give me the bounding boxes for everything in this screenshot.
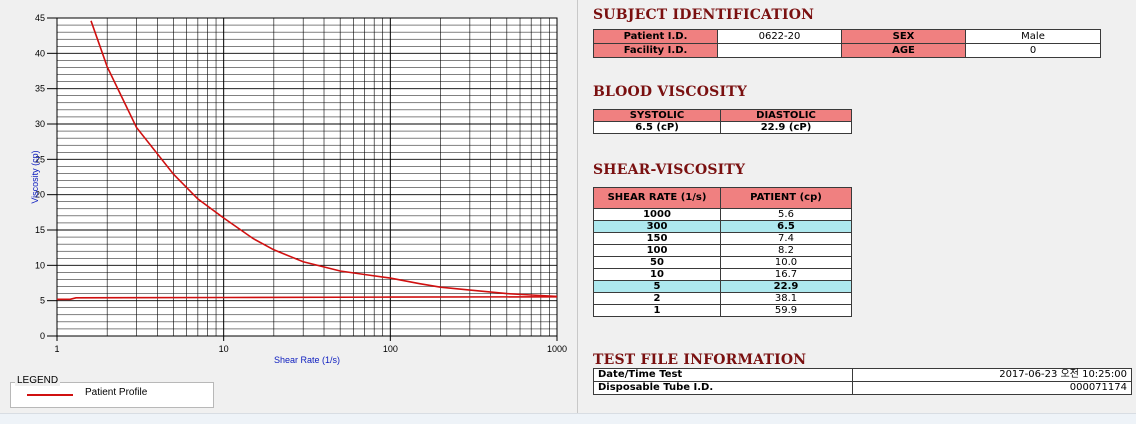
legend-label: Patient Profile (85, 387, 148, 398)
y-tick-label: 45 (35, 13, 45, 23)
diastolic-value: 22.9 (cP) (720, 121, 852, 134)
x-tick-label: 1 (54, 344, 59, 354)
legend-title: LEGEND (15, 375, 61, 386)
test-file-title: TEST FILE INFORMATION (593, 352, 807, 368)
shear-rate-cell: 1 (593, 304, 721, 317)
table-row: 100 8.2 (593, 244, 852, 257)
legend: LEGEND Patient Profile (10, 375, 214, 408)
shear-rate-cell: 2 (593, 292, 721, 305)
shear-rate-cell: 1000 (593, 208, 721, 221)
table-row: 2 38.1 (593, 292, 852, 305)
shear-viscosity-table: SHEAR RATE (1/s) PATIENT (cp) 1000 5.6 30… (593, 187, 852, 317)
y-tick-label: 30 (35, 119, 45, 129)
patient-value-cell: 7.4 (720, 232, 852, 245)
table-row: 1 59.9 (593, 304, 852, 317)
facility-id-label: Facility I.D. (593, 43, 718, 58)
patient-profile-line (90, 20, 558, 298)
facility-id-value (717, 43, 842, 58)
shear-rate-cell: 150 (593, 232, 721, 245)
y-tick-label: 0 (40, 331, 45, 341)
baseline-line (57, 295, 558, 301)
viscosity-chart: 0 5 10 15 20 25 30 35 40 45 1 10 100 1000 Shear Rate … (30, 13, 567, 365)
datetime-label: Date/Time Test (593, 368, 853, 382)
patient-value-cell: 10.0 (720, 256, 852, 269)
subject-title: SUBJECT IDENTIFICATION (593, 7, 815, 23)
plot-area (56, 17, 558, 337)
diastolic-label: DIASTOLIC (720, 109, 852, 122)
patient-value-cell: 22.9 (720, 280, 852, 293)
blood-viscosity-table: SYSTOLIC DIASTOLIC 6.5 (cP) 22.9 (cP) (593, 109, 852, 134)
y-tick-label: 5 (40, 296, 45, 306)
status-strip (0, 413, 1136, 424)
y-tick-label: 20 (35, 190, 45, 200)
shear-viscosity-title: SHEAR-VISCOSITY (593, 162, 746, 178)
x-tick-label: 100 (383, 344, 398, 354)
datetime-value: 2017-06-23 오전 10:25:00 (852, 368, 1132, 382)
patient-id-value: 0622-20 (717, 29, 842, 44)
patient-value-cell: 38.1 (720, 292, 852, 305)
patient-value-cell: 5.6 (720, 208, 852, 221)
shear-rate-cell: 300 (593, 220, 721, 233)
x-axis-label: Shear Rate (1/s) (274, 355, 340, 365)
legend-line-swatch (27, 394, 73, 396)
systolic-label: SYSTOLIC (593, 109, 721, 122)
patient-id-label: Patient I.D. (593, 29, 718, 44)
blood-viscosity-title: BLOOD VISCOSITY (593, 84, 748, 100)
patient-cp-header: PATIENT (cp) (720, 187, 852, 209)
sex-label: SEX (841, 29, 966, 44)
y-tick-label: 40 (35, 48, 45, 58)
patient-value-cell: 8.2 (720, 244, 852, 257)
x-tick-label: 10 (219, 344, 229, 354)
shear-rate-header: SHEAR RATE (1/s) (593, 187, 721, 209)
table-row: 150 7.4 (593, 232, 852, 245)
age-value: 0 (965, 43, 1101, 58)
patient-value-cell: 59.9 (720, 304, 852, 317)
table-row: 5 22.9 (593, 280, 852, 293)
y-tick-label: 25 (35, 154, 45, 164)
table-row: 10 16.7 (593, 268, 852, 281)
test-file-table: Date/Time Test 2017-06-23 오전 10:25:00 Di… (593, 368, 1132, 395)
report-panel: SUBJECT IDENTIFICATION Patient I.D. 0622… (578, 0, 1136, 413)
x-tick-label: 1000 (547, 344, 567, 354)
y-tick-label: 15 (35, 225, 45, 235)
table-row: 50 10.0 (593, 256, 852, 269)
shear-rate-cell: 5 (593, 280, 721, 293)
tube-id-value: 000071174 (852, 381, 1132, 395)
systolic-value: 6.5 (cP) (593, 121, 721, 134)
table-row: 300 6.5 (593, 220, 852, 233)
y-tick-label: 35 (35, 84, 45, 94)
age-label: AGE (841, 43, 966, 58)
y-tick-label: 10 (35, 260, 45, 270)
subject-table: Patient I.D. 0622-20 SEX Male Facility I… (593, 29, 1101, 58)
patient-value-cell: 16.7 (720, 268, 852, 281)
table-row: 1000 5.6 (593, 208, 852, 221)
sex-value: Male (965, 29, 1101, 44)
patient-value-cell: 6.5 (720, 220, 852, 233)
shear-rate-cell: 10 (593, 268, 721, 281)
tube-id-label: Disposable Tube I.D. (593, 381, 853, 395)
y-axis-label: Viscosity (cp) (30, 150, 40, 203)
shear-rate-cell: 100 (593, 244, 721, 257)
shear-rate-cell: 50 (593, 256, 721, 269)
chart-panel: 0 5 10 15 20 25 30 35 40 45 1 10 100 1000 Shear Rate … (0, 0, 578, 413)
